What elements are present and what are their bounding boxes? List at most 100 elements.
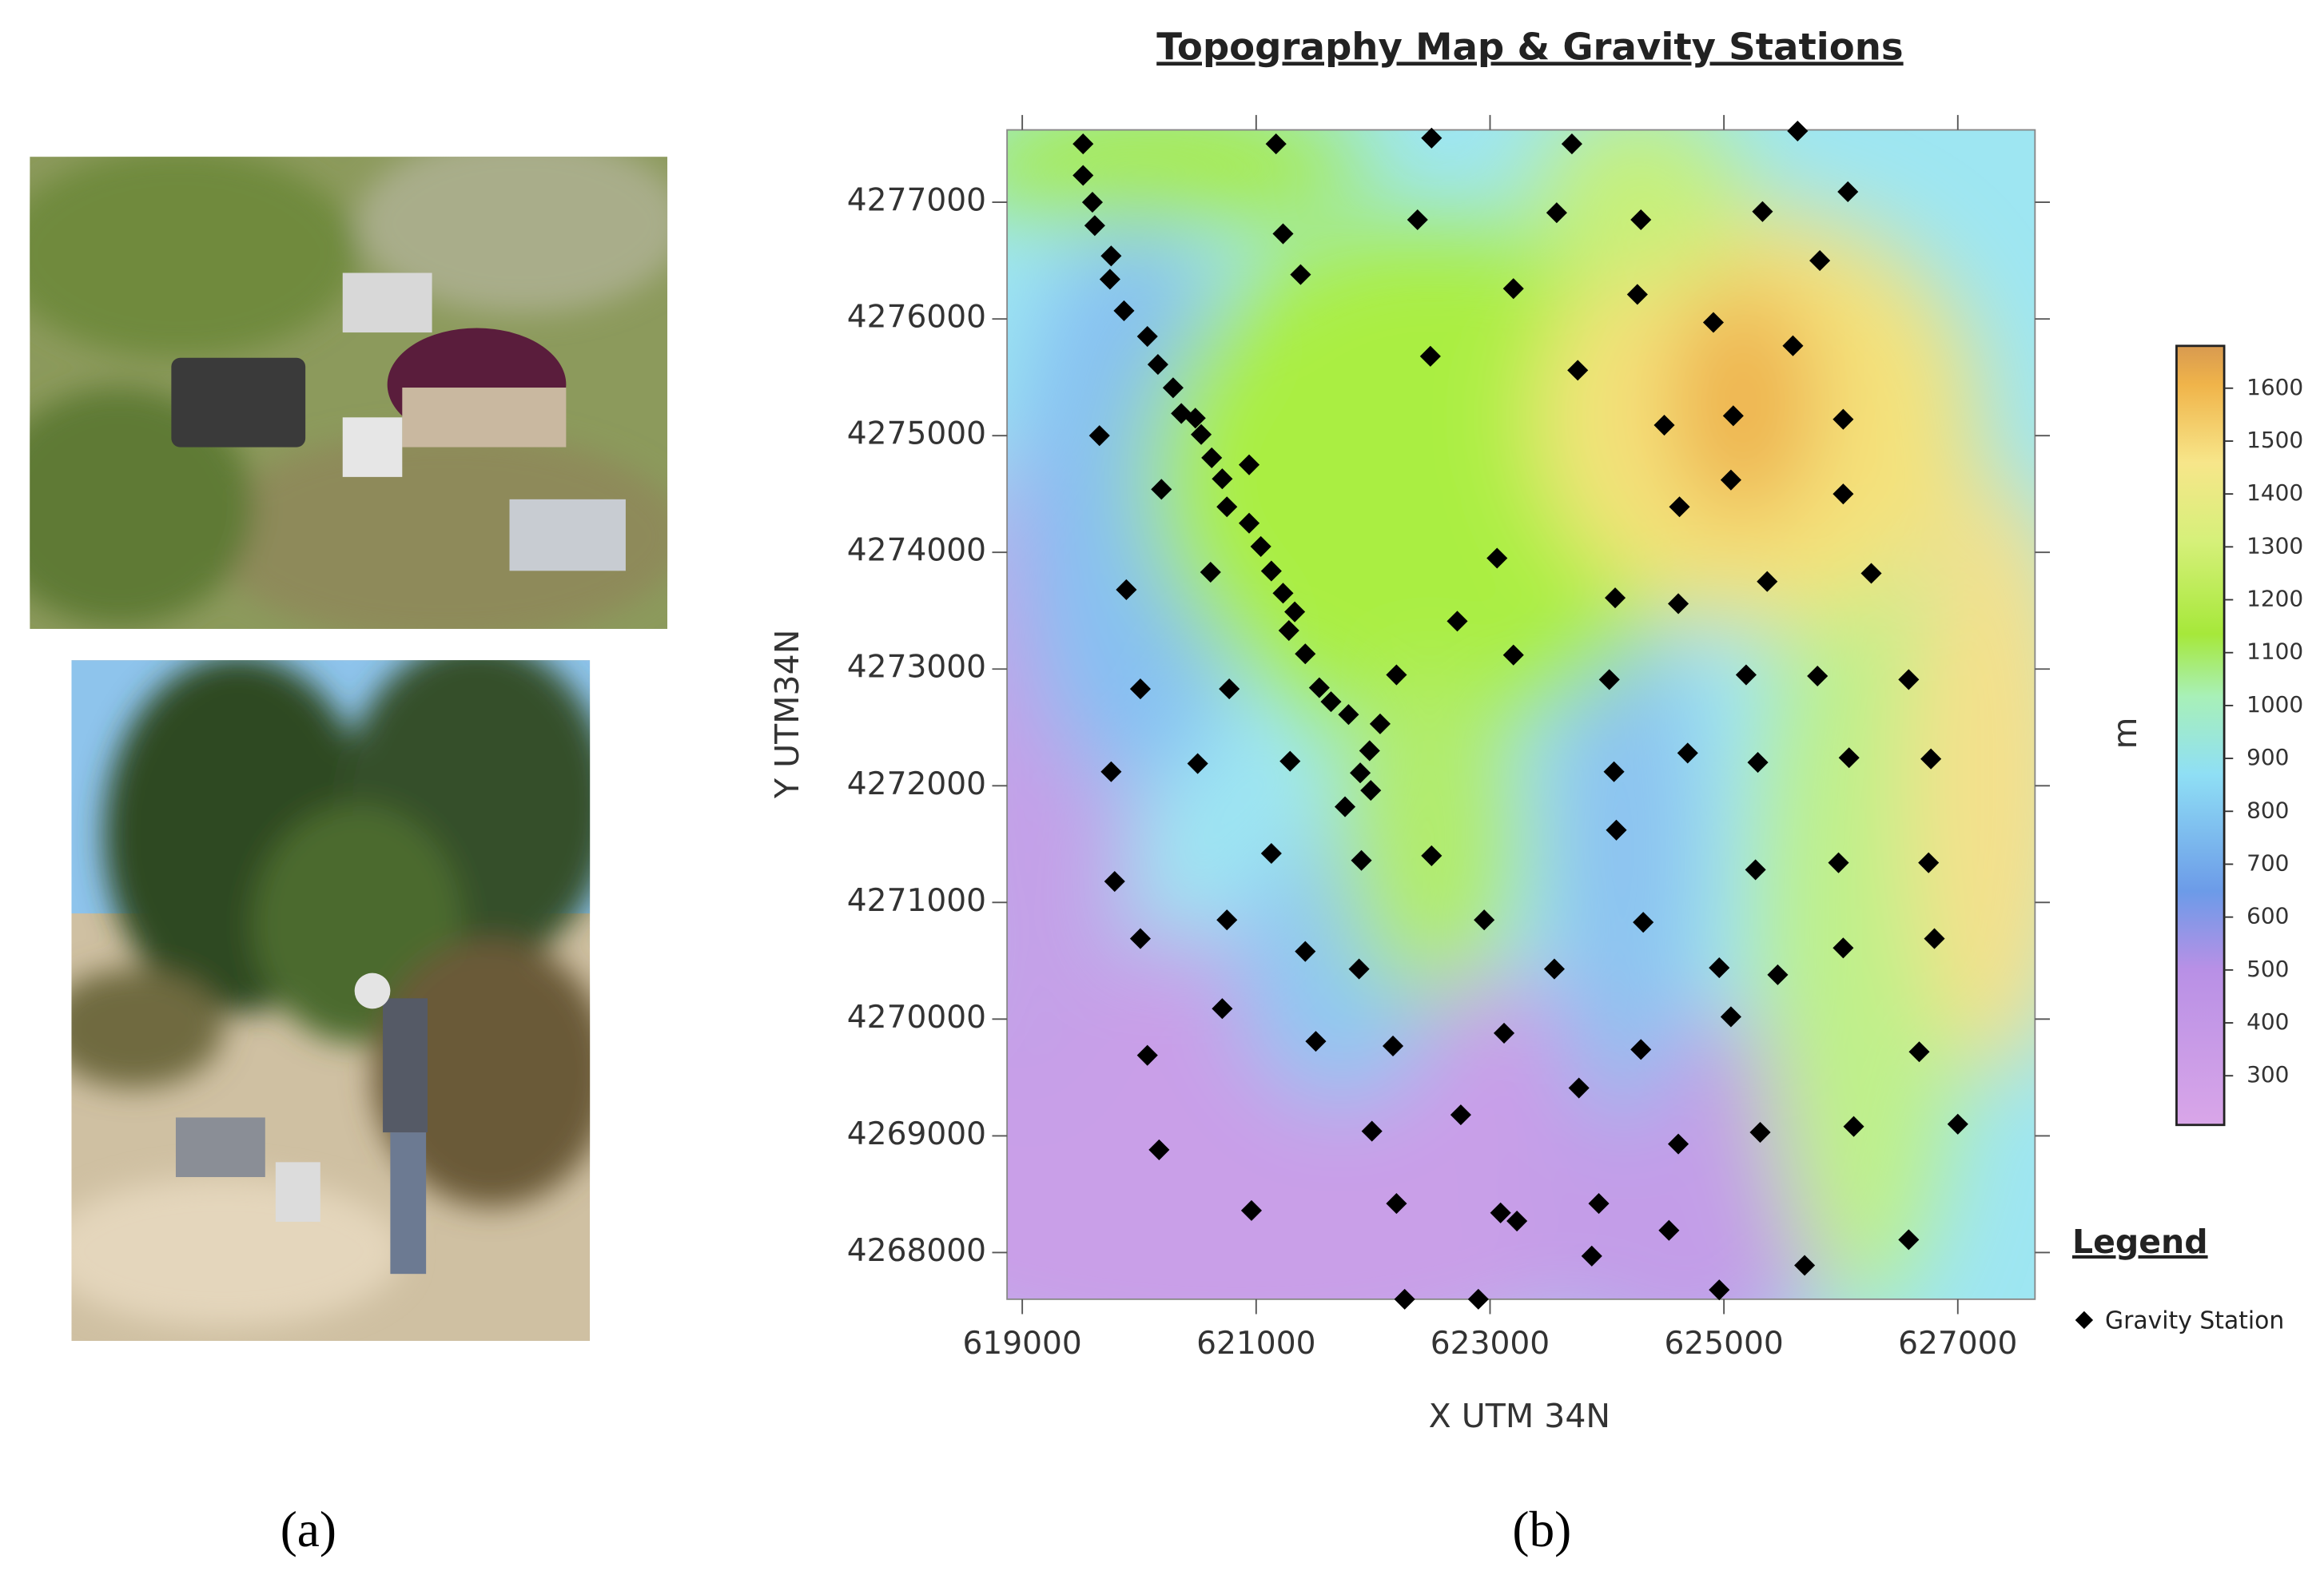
gravity-station — [1833, 937, 1854, 959]
gravity-station — [1308, 677, 1330, 698]
gravity-station — [1860, 563, 1882, 584]
gravity-station — [1359, 740, 1380, 762]
colorbar-tick-label: 500 — [2246, 956, 2289, 982]
caption-b: (b) — [1512, 1501, 1571, 1557]
gravity-station — [1898, 1229, 1920, 1251]
photo-field-1 — [30, 157, 668, 630]
gravity-station — [1947, 1113, 1968, 1135]
y-tick-label: 4275000 — [847, 416, 986, 452]
colorbar — [2175, 344, 2226, 1127]
x-tick-label: 619000 — [962, 1326, 1081, 1362]
colorbar-tick-label: 1500 — [2246, 427, 2303, 453]
colorbar-tick-label: 800 — [2246, 797, 2289, 823]
colorbar-tick-label: 1000 — [2246, 691, 2303, 718]
y-tick-label: 4271000 — [847, 883, 986, 919]
gravity-station — [1782, 335, 1804, 356]
gravity-station — [1752, 201, 1773, 222]
gravity-station — [1265, 133, 1287, 155]
gravity-station — [1136, 1044, 1158, 1066]
gravity-station — [1833, 483, 1854, 505]
gravity-station — [1669, 496, 1690, 518]
colorbar-tick-label: 600 — [2246, 903, 2289, 929]
gravity-station — [1212, 998, 1233, 1020]
gravity-station — [1567, 360, 1589, 381]
y-tick-label: 4277000 — [847, 183, 986, 219]
gravity-station — [1747, 752, 1769, 774]
gravity-station — [1212, 468, 1233, 490]
gravity-station — [1767, 964, 1789, 985]
gravity-station — [1543, 958, 1566, 980]
legend-title: Legend — [2072, 1223, 2208, 1261]
colorbar-tick-label: 1400 — [2246, 479, 2303, 506]
x-axis-label: X UTM 34N — [1429, 1397, 1610, 1435]
gravity-station — [1360, 780, 1382, 801]
gravity-station — [1702, 312, 1725, 333]
y-axis-label: Y UTM34N — [768, 630, 806, 799]
gravity-station — [1898, 669, 1920, 690]
gravity-station — [1104, 870, 1125, 893]
colorbar-label: m — [2106, 718, 2144, 750]
x-tick-label: 621000 — [1196, 1326, 1315, 1362]
gravity-station — [1588, 1193, 1610, 1215]
gravity-station — [1162, 377, 1184, 399]
gravity-station — [1658, 1219, 1680, 1241]
colorbar-tick-label: 1300 — [2246, 532, 2303, 559]
caption-a: (a) — [281, 1501, 336, 1557]
gravity-station — [1606, 819, 1627, 841]
gravity-station — [1838, 747, 1860, 769]
gravity-station — [1843, 1116, 1864, 1137]
chart-title: Topography Map & Gravity Stations — [1156, 25, 1903, 68]
gravity-station — [1450, 1104, 1471, 1126]
gravity-station — [1833, 408, 1854, 430]
gravity-station — [1787, 120, 1809, 142]
y-tick-label: 4268000 — [847, 1233, 986, 1269]
y-tick-label: 4276000 — [847, 300, 986, 336]
y-tick-label: 4269000 — [847, 1116, 986, 1152]
gravity-station — [1630, 1039, 1652, 1060]
y-tick-label: 4270000 — [847, 1000, 986, 1036]
gravity-station — [1272, 223, 1294, 245]
gravity-station — [1677, 742, 1698, 764]
y-tick-label: 4274000 — [847, 533, 986, 569]
gravity-station — [1260, 560, 1282, 582]
gravity-station — [1745, 859, 1766, 881]
gravity-station — [1561, 133, 1582, 155]
y-tick-label: 4273000 — [847, 650, 986, 686]
gravity-station — [1184, 408, 1206, 429]
gravity-station — [1486, 547, 1508, 569]
x-tick-label: 625000 — [1664, 1326, 1783, 1362]
gravity-station — [1116, 579, 1137, 600]
gravity-station — [1272, 583, 1294, 604]
colorbar-tick-label: 400 — [2246, 1008, 2289, 1035]
gravity-station — [1147, 354, 1168, 376]
colorbar-tick-label: 900 — [2246, 744, 2289, 770]
gravity-station — [1290, 264, 1311, 285]
gravity-station — [1216, 496, 1238, 518]
gravity-station — [1757, 571, 1778, 592]
gravity-station — [1238, 512, 1260, 534]
gravity-station — [1151, 479, 1172, 500]
colorbar-tick-label: 1100 — [2246, 638, 2303, 665]
gravity-station — [1349, 762, 1371, 784]
gravity-station — [1722, 405, 1744, 427]
gravity-station — [1238, 454, 1260, 475]
gravity-station — [1598, 669, 1620, 690]
photo-field-2 — [71, 660, 591, 1342]
plot-frame — [1006, 129, 2036, 1300]
gravity-station — [1338, 704, 1359, 726]
gravity-station — [1348, 958, 1370, 980]
gravity-station — [1295, 941, 1316, 962]
gravity-station — [1603, 761, 1625, 782]
x-tick-label: 623000 — [1431, 1326, 1550, 1362]
gravity-station — [1351, 849, 1372, 871]
colorbar-tick-label: 300 — [2246, 1061, 2289, 1088]
gravity-station — [1653, 414, 1675, 436]
gravity-station — [1546, 202, 1567, 224]
topography-surface — [1007, 129, 2035, 1299]
gravity-station — [1809, 250, 1831, 272]
gravity-station — [1633, 912, 1654, 933]
colorbar-tick-label: 1200 — [2246, 586, 2303, 612]
gravity-station — [1278, 620, 1299, 642]
y-tick-label: 4272000 — [847, 766, 986, 802]
